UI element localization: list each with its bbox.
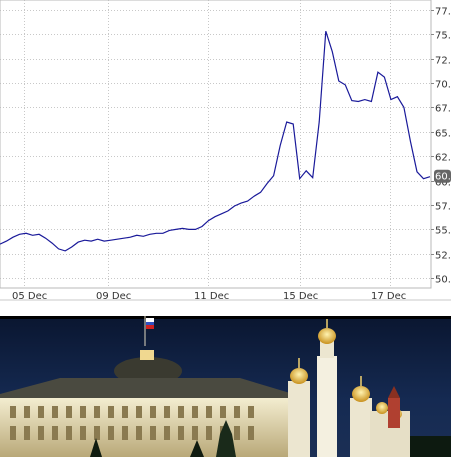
y-tick-label: 50. [435,275,451,286]
kremlin-night-photo [0,316,451,457]
y-tick-label: 70. [435,80,451,91]
x-tick-label: 17 Dec [371,291,406,302]
x-tick-label: 15 Dec [283,291,318,302]
x-tick-label: 09 Dec [96,291,131,302]
plot-frame [0,0,432,289]
price-chart: 50. 52. 55. 57. 60. 62. 65. 67. 70. 72. 75. 77. 05 … [0,0,451,302]
y-tick-label: 62. [435,153,451,164]
x-tick-label: 05 Dec [12,291,47,302]
y-tick-label: 65. [435,129,451,140]
price-line [0,31,431,252]
y-axis: 50. 52. 55. 57. 60. 62. 65. 67. 70. 72. 75. 77. [431,7,451,286]
last-value-label: 60. [435,172,451,183]
y-tick-label: 60. [435,178,451,189]
y-tick-label: 75. [435,31,451,42]
last-value-tag [434,169,451,183]
y-tick-label: 55. [435,226,451,237]
y-tick-label: 77. [435,7,451,18]
y-tick-label: 52. [435,251,451,262]
y-tick-label: 67. [435,104,451,115]
grid-lines [0,0,431,288]
chart-panel: 50. 52. 55. 57. 60. 62. 65. 67. 70. 72. 75. 77. 05 … [0,0,451,302]
last-value-marker: 60. [434,169,451,183]
y-tick-label: 57. [435,202,451,213]
x-tick-label: 11 Dec [194,291,229,302]
x-axis: 05 Dec 09 Dec 11 Dec 15 Dec 17 Dec [12,291,406,302]
y-tick-label: 72. [435,56,451,67]
